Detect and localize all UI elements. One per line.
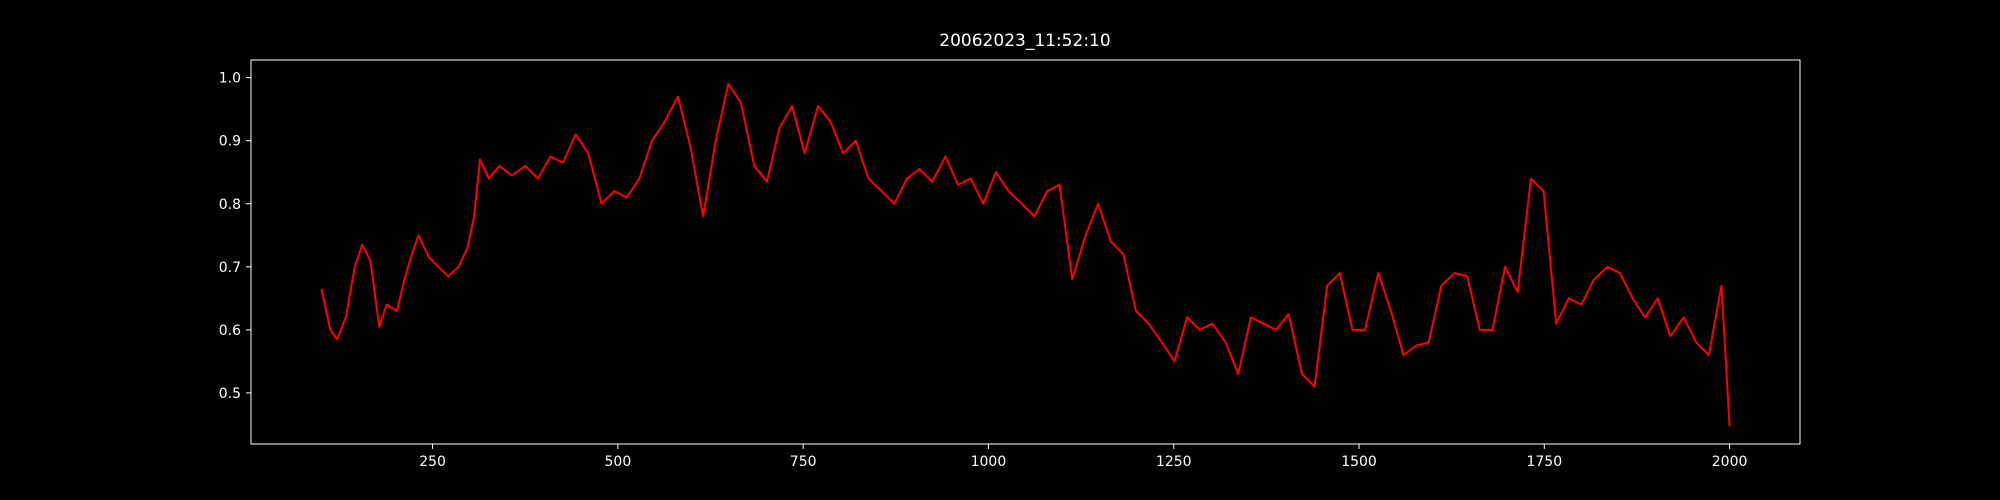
y-tick-label: 0.6 <box>219 323 241 339</box>
x-tick-label: 1250 <box>1156 454 1192 470</box>
data-line <box>320 82 1731 427</box>
x-tick-label: 500 <box>605 454 632 470</box>
plot-frame <box>250 59 1801 445</box>
x-tick-label: 1000 <box>971 454 1007 470</box>
y-tick-label: 0.8 <box>219 197 241 213</box>
x-tick-label: 2000 <box>1712 454 1748 470</box>
y-tick-label: 0.9 <box>219 134 241 150</box>
y-tick-label: 1.0 <box>219 71 241 87</box>
x-tick-label: 750 <box>790 454 817 470</box>
y-tick-label: 0.7 <box>219 260 241 276</box>
chart-title: 20062023_11:52:10 <box>939 31 1110 51</box>
x-tick-label: 1500 <box>1341 454 1377 470</box>
x-tick-label: 250 <box>419 454 446 470</box>
x-tick-label: 1750 <box>1526 454 1562 470</box>
y-tick-label: 0.5 <box>219 386 241 402</box>
